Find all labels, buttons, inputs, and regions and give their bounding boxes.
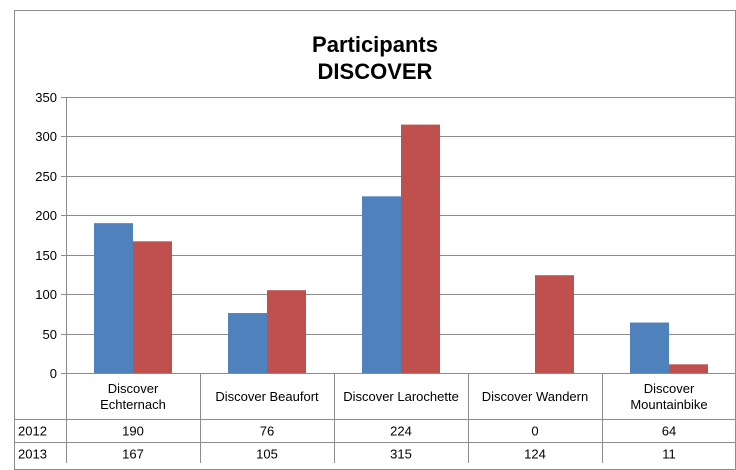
y-tick-label: 300 <box>35 129 57 144</box>
bar-2012-4 <box>630 322 669 373</box>
category-label: Echternach <box>100 397 166 412</box>
category-label: Mountainbike <box>630 397 707 412</box>
bar-2012-1 <box>228 313 267 373</box>
y-tick-label: 50 <box>43 327 57 342</box>
chart-title: Participants DISCOVER <box>312 32 438 84</box>
data-value-2012-0: 190 <box>122 424 144 439</box>
data-value-2012-2: 224 <box>390 424 412 439</box>
data-value-2012-1: 76 <box>260 424 274 439</box>
legend-label-2013: 2013 <box>18 447 47 462</box>
legend-label-2012: 2012 <box>18 424 47 439</box>
bar-2012-2 <box>362 196 401 373</box>
bar-2013-4 <box>669 364 708 373</box>
data-value-2013-3: 124 <box>524 447 546 462</box>
y-tick-label: 100 <box>35 287 57 302</box>
data-value-2012-4: 64 <box>662 424 676 439</box>
data-value-2013-2: 315 <box>390 447 412 462</box>
category-label: Discover <box>108 381 159 396</box>
y-tick-label: 250 <box>35 169 57 184</box>
category-label: Discover Beaufort <box>215 389 319 404</box>
category-label: Discover Larochette <box>343 389 459 404</box>
data-value-2013-4: 11 <box>662 447 676 462</box>
y-tick-label: 0 <box>50 366 57 381</box>
y-tick-label: 150 <box>35 248 57 263</box>
data-value-2012-3: 0 <box>531 424 538 439</box>
bar-2013-1 <box>267 290 306 373</box>
y-tick-label: 350 <box>35 90 57 105</box>
bar-2013-3 <box>535 275 574 373</box>
bar-2012-0 <box>94 223 133 373</box>
bar-2013-0 <box>133 241 172 373</box>
bar-2013-2 <box>401 124 440 373</box>
y-tick-label: 200 <box>35 208 57 223</box>
data-value-2013-1: 105 <box>256 447 278 462</box>
category-label: Discover <box>644 381 695 396</box>
data-value-2013-0: 167 <box>122 447 144 462</box>
category-label: Discover Wandern <box>482 389 588 404</box>
